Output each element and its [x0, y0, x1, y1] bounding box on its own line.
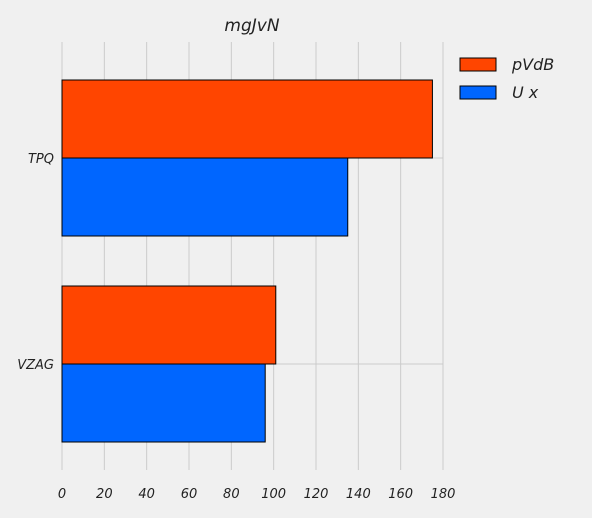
chart-title: mgJvN: [224, 16, 279, 36]
x-tick-label: 120: [304, 487, 329, 502]
bar-vzag-pvdb: [61, 285, 277, 365]
bar-tpq-pvdb: [61, 79, 433, 159]
x-tick-label: 180: [431, 487, 456, 502]
bars: [61, 79, 433, 443]
x-tick-label: 80: [223, 487, 240, 502]
x-tick-label: 40: [138, 487, 155, 502]
legend-swatch: [459, 57, 497, 72]
x-tick-label: 100: [261, 487, 286, 502]
legend-label: U x: [512, 83, 539, 102]
bar-vzag-u-x: [61, 363, 266, 443]
y-tick-labels: TPQ VZAG: [17, 152, 54, 373]
x-tick-labels: 0 20 40 60 80 100 120 140 160 180: [58, 487, 456, 502]
bar-tpq-u-x: [61, 157, 349, 237]
x-tick-label: 140: [346, 487, 371, 502]
x-tick-label: 0: [58, 487, 66, 502]
x-tick-label: 20: [96, 487, 113, 502]
y-tick-label: VZAG: [17, 358, 54, 373]
legend: pVdB U x: [459, 55, 554, 102]
x-tick-label: 60: [181, 487, 198, 502]
legend-swatch: [459, 85, 497, 100]
legend-label: pVdB: [511, 55, 554, 74]
y-tick-label: TPQ: [28, 152, 54, 167]
x-tick-label: 160: [388, 487, 413, 502]
